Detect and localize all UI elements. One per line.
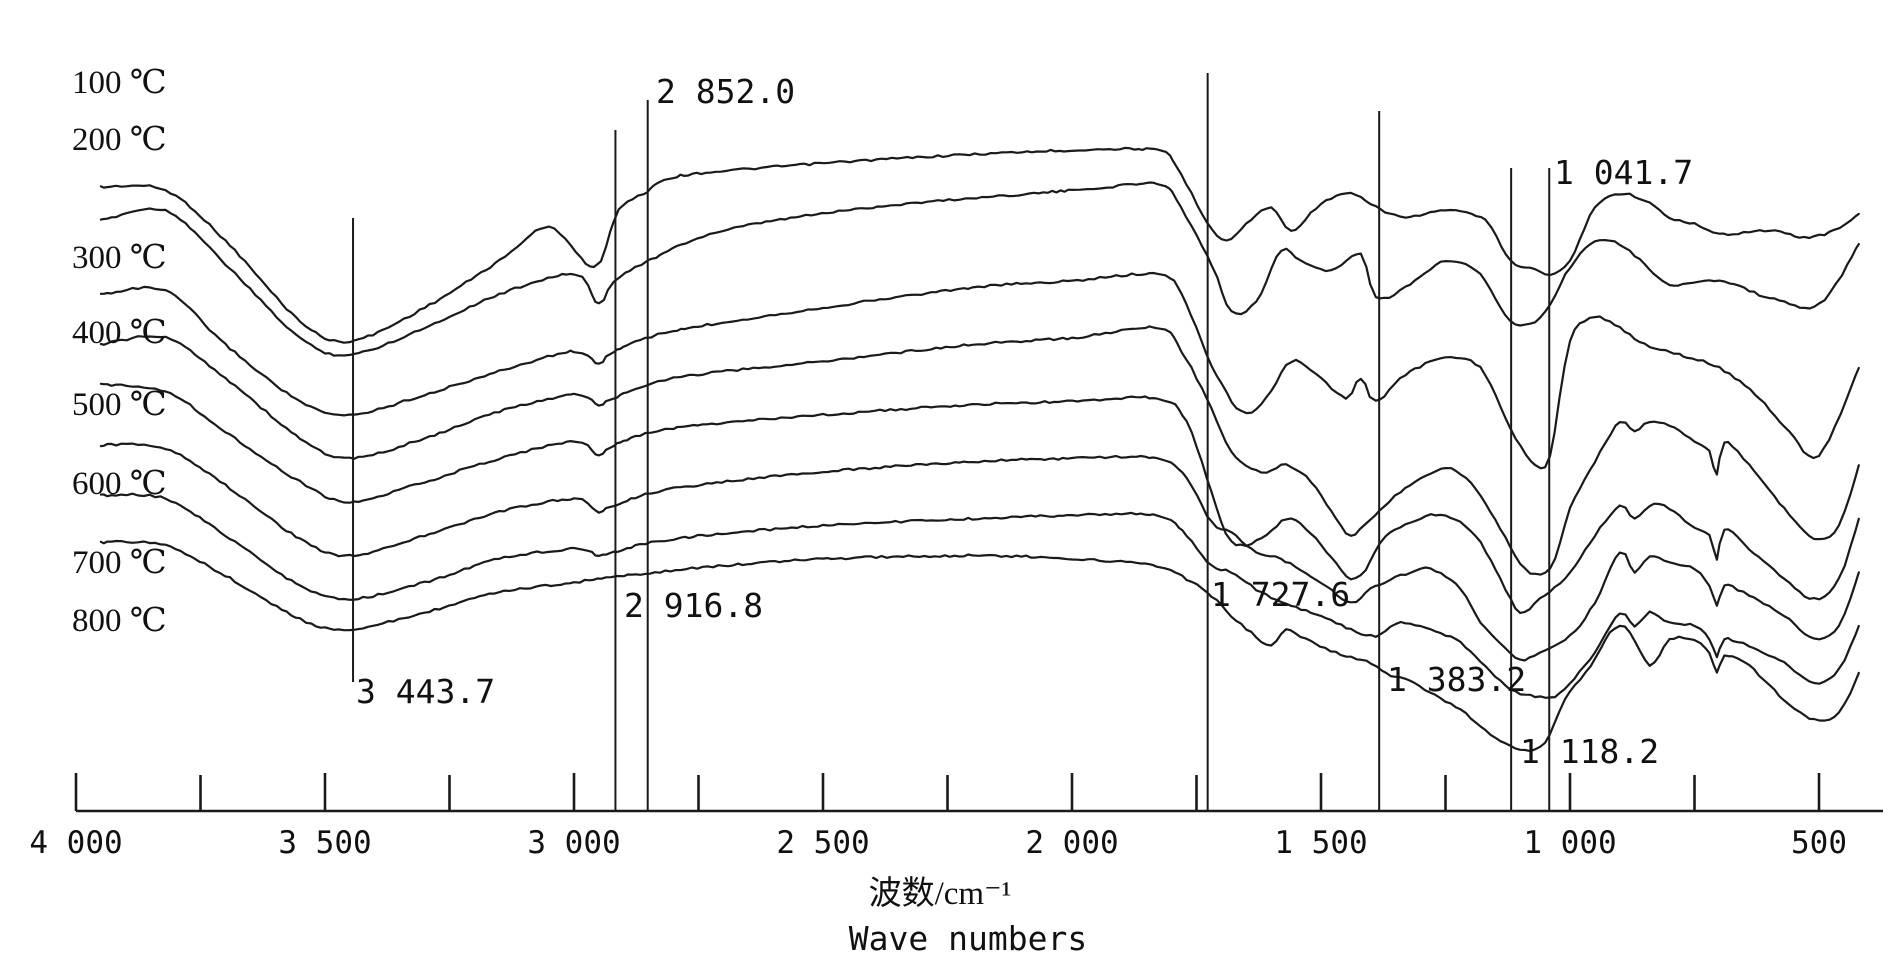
tick-label: 3 000 [527,825,620,861]
series-labels: 100 ℃ 200 ℃ 300 ℃ 400 ℃ 500 ℃ 600 ℃ 700 ℃ 800 ℃ [72,65,167,639]
spectrum-line-2 [99,181,1860,357]
spectrum-line-8 [99,539,1860,753]
x-axis-title-cn: 波数/cm⁻¹ [869,875,1012,912]
spectrum-line-5 [99,382,1860,614]
tick-label: 500 [1791,825,1847,861]
spectrum-curves [99,146,1860,753]
peak-label: 1 118.2 [1520,732,1659,771]
peak-label: 2 916.8 [624,586,763,625]
spectrum-line-1 [99,146,1860,344]
series-label: 400 ℃ [72,315,167,351]
series-label: 800 ℃ [72,603,167,639]
series-label: 600 ℃ [72,466,167,502]
series-label: 100 ℃ [72,65,167,101]
x-axis-ticks: 4 000 3 500 3 000 2 500 2 000 1 500 1 000 500 [29,773,1847,861]
peak-label: 1 041.7 [1554,153,1693,192]
series-label: 200 ℃ [72,122,167,158]
spectrum-line-6 [99,442,1860,662]
spectrum-line-4 [99,325,1860,576]
spectrum-line-3 [99,271,1860,470]
tick-label: 1 500 [1274,825,1367,861]
peak-label: 1 727.6 [1211,575,1350,614]
tick-label: 3 500 [278,825,371,861]
peak-label: 3 443.7 [356,672,495,711]
tick-label: 2 000 [1025,825,1118,861]
peak-label: 1 383.2 [1387,660,1526,699]
spectrum-line-7 [99,492,1860,699]
x-axis-title-en: Wave numbers [849,919,1087,958]
tick-label: 1 000 [1523,825,1616,861]
peak-label: 2 852.0 [656,72,795,111]
tick-label: 4 000 [29,825,122,861]
series-label: 500 ℃ [72,387,167,423]
peak-labels: 3 443.7 2 916.8 2 852.0 1 727.6 1 383.2 1 118… [356,72,1693,771]
series-label: 700 ℃ [72,545,167,581]
peak-guide-lines [352,73,1551,811]
series-label: 300 ℃ [72,240,167,276]
tick-label: 2 500 [776,825,869,861]
